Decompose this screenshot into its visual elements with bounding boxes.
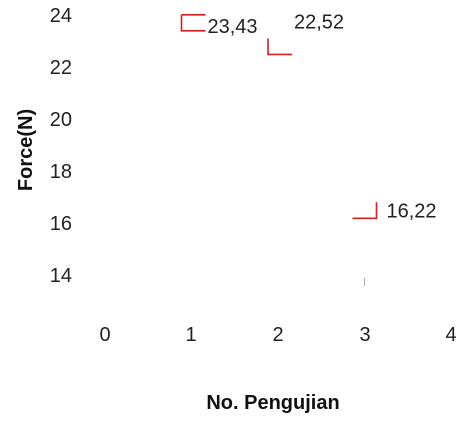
y-axis-title: Force(N) [15,109,37,191]
data-point-1 [180,14,206,32]
x-axis-title: No. Pengujian [206,392,339,414]
series-marks: 23,43 22,52 16,22 [180,11,437,286]
x-tick-label-0: 0 [99,324,110,346]
data-point-2 [267,38,292,56]
y-axis-ticks: 24 22 20 18 16 14 [50,5,72,287]
x-axis-ticks: 0 1 2 3 4 [99,324,456,346]
y-tick-label-24: 24 [50,5,72,27]
data-point-3 [352,202,378,220]
y-tick-label-18: 18 [50,161,72,183]
data-label-1: 23,43 [208,16,258,38]
data-label-3: 16,22 [387,200,437,222]
data-label-2: 22,52 [294,11,344,33]
x-tick-label-4: 4 [445,324,456,346]
y-tick-label-20: 20 [50,109,72,131]
x-tick-label-1: 1 [185,324,196,346]
y-tick-label-14: 14 [50,265,72,287]
y-tick-label-16: 16 [50,213,72,235]
x-tick-label-3: 3 [359,324,370,346]
y-tick-label-22: 22 [50,57,72,79]
x-tick-label-2: 2 [272,324,283,346]
